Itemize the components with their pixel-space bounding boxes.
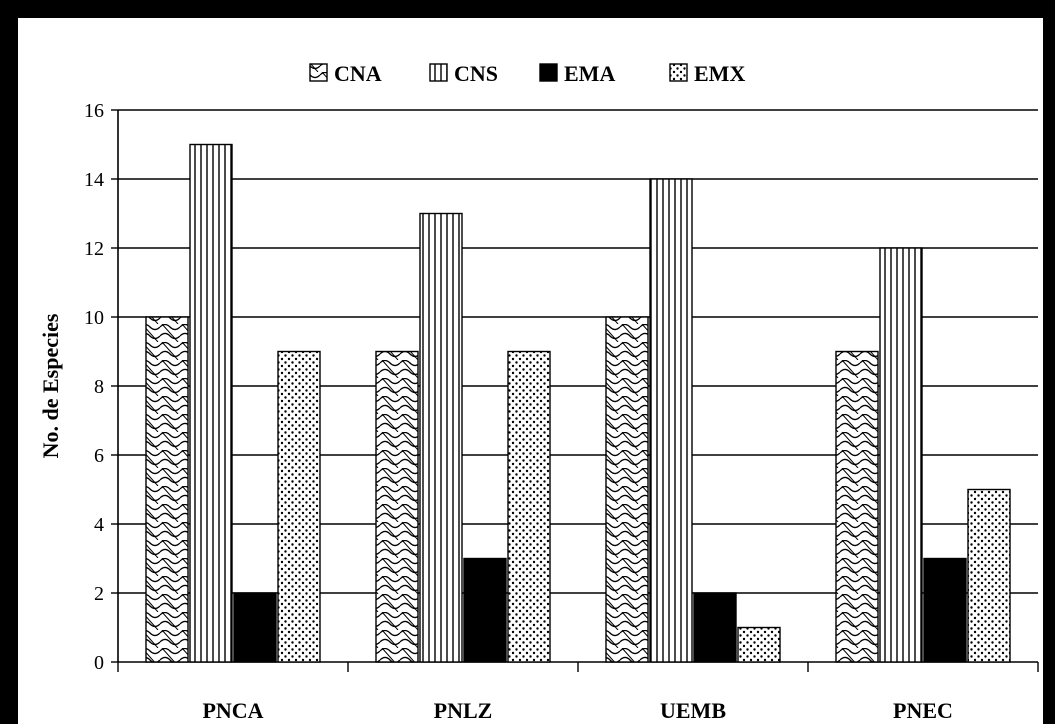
bar-emx-pnec	[967, 488, 1011, 663]
legend: CNA CNS EMA EMX	[309, 61, 745, 86]
x-tick-label: PNEC	[893, 698, 953, 723]
bar-cns-pnca	[189, 143, 233, 663]
bar-emx-uemb	[737, 626, 781, 663]
legend-swatch-cna	[309, 63, 328, 82]
legend-swatch-ema	[539, 63, 558, 82]
y-tick-label: 4	[94, 514, 104, 536]
legend-label-ema: EMA	[564, 61, 615, 86]
x-tick-label: PNCA	[202, 698, 263, 723]
y-tick-label: 2	[94, 583, 104, 605]
bar-ema-uemb	[693, 592, 737, 663]
bar-cns-pnlz	[419, 212, 463, 663]
bar-emx-pnlz	[507, 350, 551, 663]
bar-cns-uemb	[649, 178, 693, 663]
legend-label-cna: CNA	[334, 61, 382, 86]
bar-cna-pnca	[145, 316, 189, 663]
bar-ema-pnca	[233, 592, 277, 663]
y-tick-label: 0	[94, 652, 104, 674]
y-axis-label: No. de Especies	[38, 313, 63, 458]
x-tick-label: UEMB	[660, 698, 726, 723]
y-tick-label: 12	[84, 238, 104, 260]
y-tick-label: 6	[94, 445, 104, 467]
bar-ema-pnlz	[463, 557, 507, 663]
legend-swatch-cns	[429, 63, 448, 82]
bar-cna-pnlz	[375, 350, 419, 663]
legend-swatch-emx	[669, 63, 688, 82]
axis-labels: 0 2 4 6 8 10 12 14 16 PNCA PNLZ UEMB PNEC	[84, 100, 953, 723]
y-tick-label: 10	[84, 307, 104, 329]
y-tick-label: 14	[84, 169, 104, 191]
bar-ema-pnec	[923, 557, 967, 663]
y-tick-label: 16	[84, 100, 104, 122]
bars	[145, 143, 1011, 663]
bar-cna-uemb	[605, 316, 649, 663]
bar-cna-pnec	[835, 350, 879, 663]
x-tick-label: PNLZ	[434, 698, 493, 723]
legend-label-emx: EMX	[694, 61, 745, 86]
y-tick-label: 8	[94, 376, 104, 398]
bar-cns-pnec	[879, 247, 923, 663]
legend-label-cns: CNS	[454, 61, 498, 86]
bar-emx-pnca	[277, 350, 321, 663]
